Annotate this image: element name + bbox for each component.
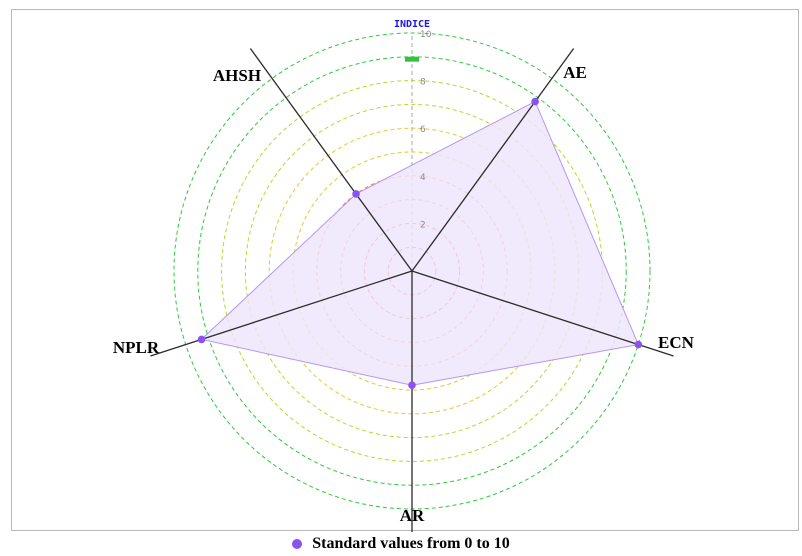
reference-marker: [405, 56, 419, 62]
axis-spoke-ecn: [411, 270, 674, 357]
axis-spoke-ae: [411, 48, 575, 272]
axis-label-ar: AR: [400, 506, 425, 525]
data-point-ar: [408, 381, 416, 390]
legend: Standard values from 0 to 10: [0, 533, 802, 555]
axis-label-ahsh: AHSH: [213, 66, 261, 85]
scale-tick-label: 2: [420, 220, 426, 230]
axis-title: INDICE: [394, 19, 430, 30]
data-point-ae: [531, 97, 539, 106]
axis-label-ae: AE: [563, 63, 587, 82]
scale-tick-label: 4: [420, 173, 426, 183]
scale-tick-label: 6: [420, 125, 426, 135]
scale-tick-label: 10: [420, 30, 432, 40]
data-point-ahsh: [352, 190, 360, 198]
scale-tick-label: 8: [420, 78, 426, 88]
axis-label-ecn: ECN: [658, 333, 695, 352]
data-point-ecn: [634, 340, 643, 349]
chart-frame: [11, 9, 799, 531]
data-point-nplr: [197, 335, 206, 344]
legend-label: Standard values from 0 to 10: [312, 535, 510, 552]
axis-spoke-ahsh: [249, 48, 413, 272]
axis-label-nplr: NPLR: [113, 338, 160, 357]
axis-spoke-nplr: [150, 270, 413, 357]
series-area: [200, 100, 640, 386]
legend-dot-icon: [292, 539, 303, 549]
